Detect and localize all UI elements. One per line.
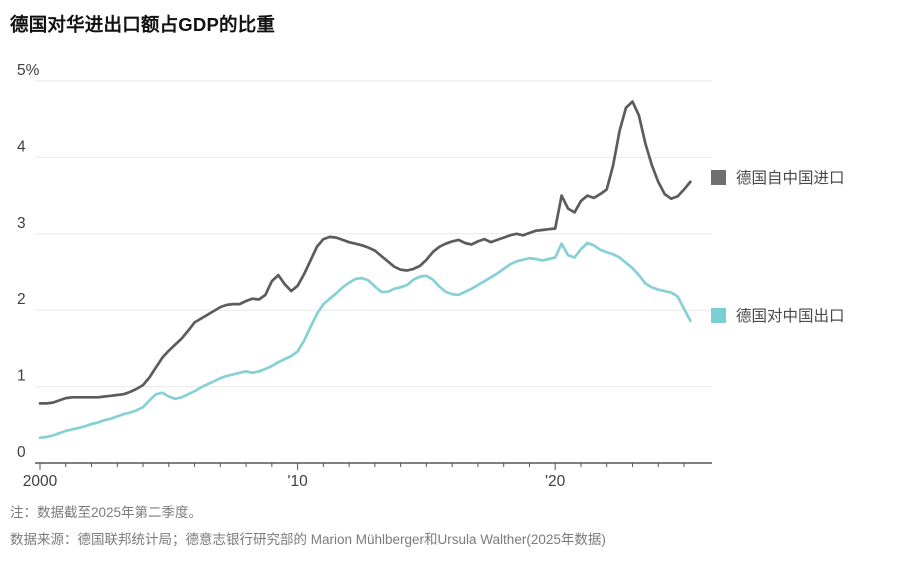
x-tick-label: '20 — [545, 473, 566, 490]
y-tick-label: 0 — [17, 444, 26, 461]
imports-line-series — [38, 100, 692, 405]
exports-line-series — [38, 241, 692, 440]
y-axis-labels: 5% 4 3 2 1 0 — [17, 62, 40, 461]
x-axis-ticks — [39, 463, 685, 470]
chart-title: 德国对华进出口额占GDP的比重 — [10, 14, 276, 35]
line-chart: 5% 4 3 2 1 0 2000 '10 '20 — [17, 62, 712, 490]
y-tick-label: 3 — [17, 215, 26, 232]
legend-swatch-imports-icon — [711, 169, 726, 185]
legend-item-exports: 德国对中国出口 — [711, 304, 845, 326]
legend-label-imports: 德国自中国进口 — [736, 170, 845, 187]
x-tick-label: '10 — [287, 473, 308, 490]
x-tick-label: 2000 — [23, 473, 58, 490]
gridlines — [35, 80, 712, 388]
legend-item-imports: 德国自中国进口 — [711, 166, 845, 188]
x-axis-labels: 2000 '10 '20 — [23, 473, 566, 490]
legend-swatch-exports-icon — [711, 307, 726, 323]
legend-label-exports: 德国对中国出口 — [736, 308, 845, 325]
y-tick-label: 2 — [17, 291, 26, 308]
y-tick-label: 4 — [17, 138, 26, 155]
y-tick-label: 5% — [17, 62, 40, 79]
y-tick-label: 1 — [17, 368, 26, 385]
source-note: 数据来源：德国联邦统计局；德意志银行研究部的 Marion Mühlberger… — [10, 532, 606, 547]
footnote: 注：数据截至2025年第二季度。 — [10, 505, 203, 520]
